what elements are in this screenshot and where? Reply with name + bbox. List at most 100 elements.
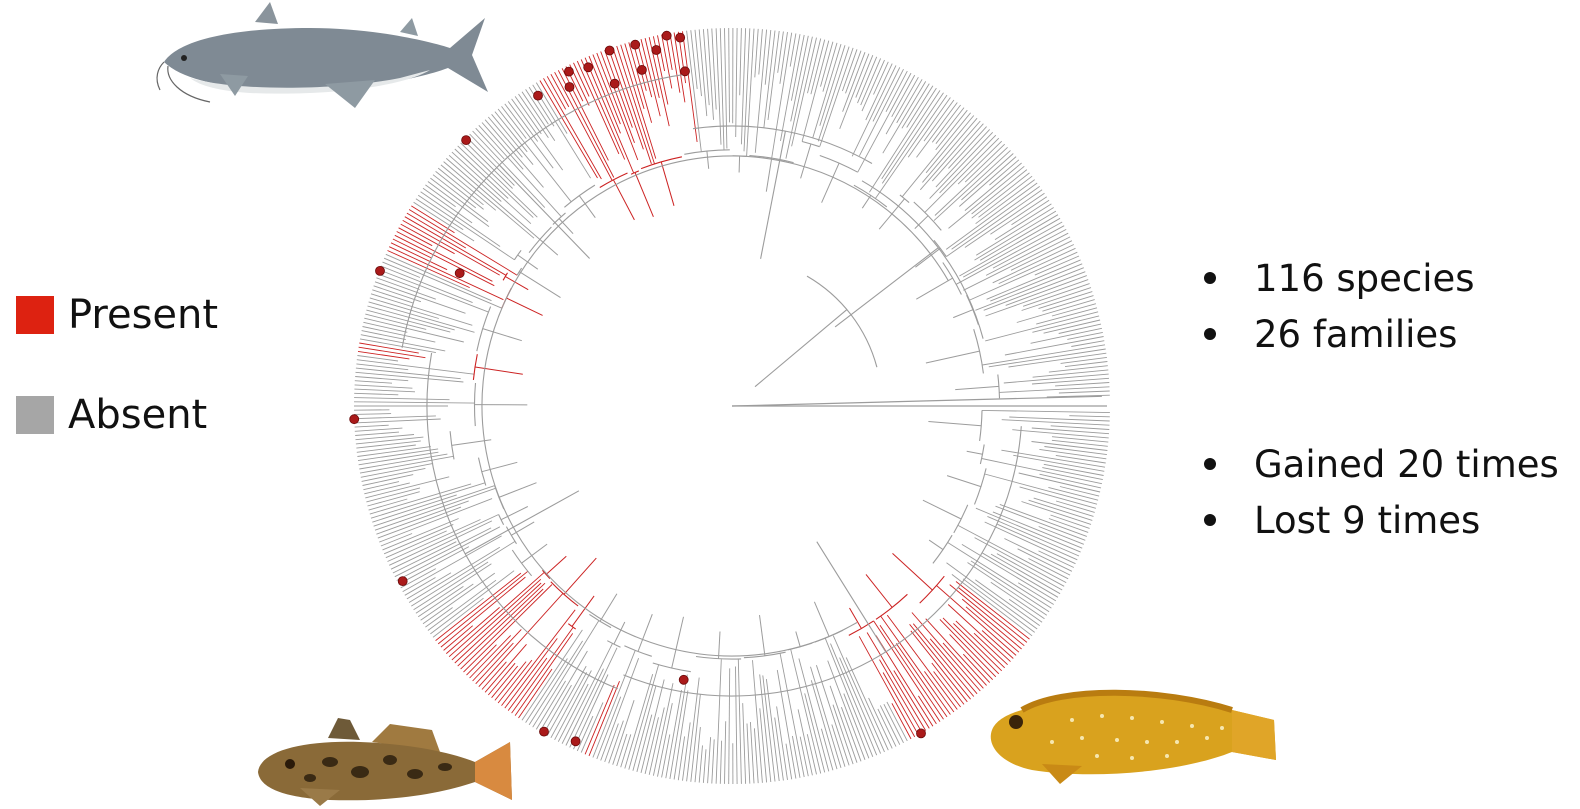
tree-branch [373,285,422,303]
tree-arc [589,613,612,629]
tree-branch [425,184,456,208]
tree-branch [872,67,901,122]
tree-branch [963,236,1071,291]
tree-branch [440,164,497,211]
tree-branch [463,584,553,673]
tree-branch [821,162,840,203]
tree-branch [600,51,635,143]
tree-branch [454,148,509,199]
tree-branch [1043,319,1101,334]
tree-branch [1013,454,1105,472]
tree-arc [695,655,742,660]
tree-branch [411,541,516,607]
tree-branch [354,413,392,415]
tree-branch [901,112,971,198]
tree-branch [711,28,717,110]
tree-branch [742,703,747,784]
bullet-icon [1204,328,1216,340]
tree-branch [798,658,830,772]
tree-branch [588,681,620,757]
tree-branch [1005,275,1087,306]
tree-branch [1028,499,1093,521]
tree-branch [999,503,1087,537]
tree-branch [475,642,514,685]
tree-branch [702,29,710,106]
tree-branch [1010,240,1073,271]
tree-branch [355,436,424,445]
tree-branch [983,271,1086,311]
tree-branch [839,657,882,754]
trait-gain-node [916,728,926,739]
tree-branch [457,145,534,218]
tree-branch [759,615,766,656]
tree-branch [931,104,961,143]
tree-arc [472,354,478,380]
tree-branch [975,579,1040,626]
tree-branch [912,623,975,697]
tree-branch [613,621,626,645]
tree-branch [354,418,441,424]
tree-branch [776,706,788,780]
tree-branch [964,143,1006,183]
tree-branch [360,462,434,478]
tree-branch [746,28,755,157]
tree-branch [925,618,987,686]
tree-branch [1064,361,1108,368]
tree-branch [539,239,559,256]
tree-branch [430,177,489,222]
tree-branch [440,576,526,648]
tree-branch [1038,291,1093,310]
tree-branch [379,498,493,543]
tree-branch [1018,472,1101,493]
tree-branch [694,727,701,783]
tree-branch [915,247,941,268]
tree-branch [851,65,897,157]
tree-branch [383,257,502,309]
tree-branch [385,253,492,302]
tree-arc [498,514,505,526]
tree-branch [357,448,439,462]
tree-branch [677,736,686,781]
tree-branch [832,704,854,765]
tree-branch [1051,439,1108,447]
tree-branch [795,631,801,647]
tree-branch [525,658,568,723]
tree-branch [1003,373,1109,384]
catfish-illustration [156,2,488,108]
tree-branch [992,229,1067,269]
tree-branch [931,662,965,705]
absent-swatch [16,396,54,434]
tree-branch [624,673,654,769]
tree-branch [962,653,991,683]
tree-branch [413,561,489,611]
tree-branch [774,717,784,781]
tree-branch [608,720,624,764]
tree-branch [368,301,475,333]
tree-branch [973,632,1008,666]
tree-branch [1059,486,1100,497]
tree-branch [682,722,691,781]
tree-branch [446,158,541,240]
tree-branch [535,680,566,730]
tree-branch [505,276,529,291]
tree-branch [682,31,698,143]
tree-branch [481,661,507,690]
tree-branch [546,76,567,110]
tree-branch [1067,331,1103,340]
tree-branch [669,33,681,93]
tree-branch [735,666,738,785]
tree-branch [390,520,493,570]
tree-branch [922,499,962,520]
tree-branch [368,498,408,511]
tree-branch [604,723,619,763]
tree-branch [521,629,583,721]
tree-branch [728,27,730,123]
tree-branch [554,71,613,181]
tree-branch [858,68,904,157]
tree-branch [361,330,406,341]
tree-branch [858,636,916,738]
tree-branch [883,703,904,744]
tree-branch [354,397,450,401]
tree-branch [396,231,493,282]
